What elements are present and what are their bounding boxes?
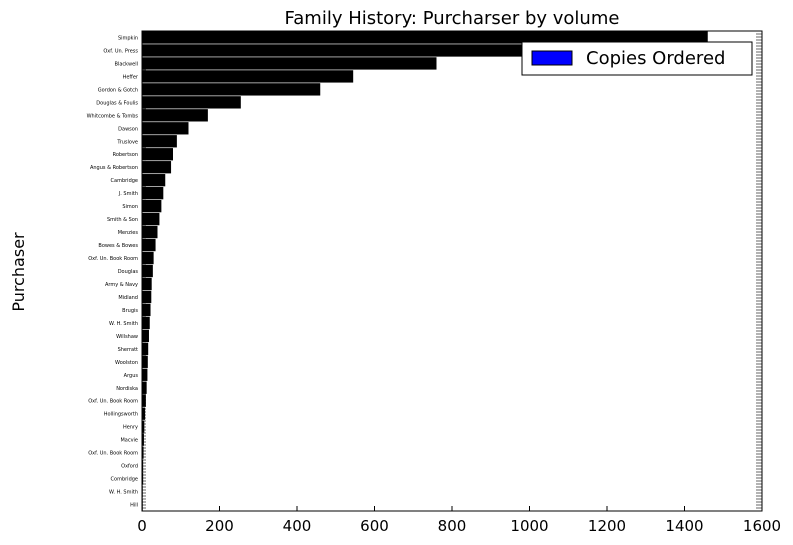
y-tick-label: Army & Navy <box>105 282 138 288</box>
y-tick-label: Henry <box>123 425 138 431</box>
bars-group <box>142 31 708 511</box>
y-axis-label: Purchaser <box>9 232 28 312</box>
chart-title: Family History: Purcharser by volume <box>285 8 620 29</box>
y-tick-label: W. H. Smith <box>109 490 138 496</box>
bar <box>142 316 150 330</box>
bar <box>142 212 160 226</box>
bar <box>142 70 354 83</box>
y-tick-label: Douglas & Foulis <box>96 100 138 106</box>
x-ticks: 0 200 400 600 800 1000 1200 1400 1600 <box>137 31 781 535</box>
legend-label: Copies Ordered <box>586 48 725 69</box>
bar <box>142 368 148 381</box>
legend: Copies Ordered <box>521 41 753 76</box>
y-tick-label: Robertson <box>113 152 138 158</box>
bar <box>142 290 152 304</box>
y-tick-label: Woolston <box>115 360 138 366</box>
y-tick-label: Oxford <box>121 464 138 470</box>
y-tick-label: Sherratt <box>118 347 138 353</box>
y-tick-label: Dawson <box>118 126 138 132</box>
bar <box>142 238 156 252</box>
y-tick-label: J. Smith <box>118 191 138 197</box>
bar <box>142 420 145 433</box>
bar <box>142 251 154 265</box>
bar <box>142 329 149 343</box>
bar <box>142 264 153 278</box>
bar <box>142 459 144 472</box>
y-tick-label: W. H. Smith <box>109 321 138 327</box>
y-tick-label: Oxf. Un. Press <box>103 48 138 54</box>
y-tick-label: Simpkin <box>118 35 138 41</box>
x-tick-label: 0 <box>137 517 147 535</box>
y-tick-label: Menzies <box>118 230 139 236</box>
x-tick-label: 1600 <box>743 517 781 535</box>
x-tick-label: 400 <box>283 517 312 535</box>
bar <box>142 135 177 148</box>
bar <box>142 122 189 135</box>
y-tick-label: Gordon & Gotch <box>98 87 138 93</box>
bar <box>142 44 522 57</box>
y-tick-label: Nordiska <box>116 386 138 392</box>
y-tick-label: Oxf. Un. Book Room <box>88 399 138 405</box>
y-tick-label: Brugis <box>122 308 138 314</box>
y-tick-label: Hollingsworth <box>104 412 138 418</box>
bar <box>142 96 241 109</box>
y-tick-label: Oxf. Un. Book Room <box>88 451 138 457</box>
plot-frame <box>141 30 763 512</box>
bar <box>142 303 151 317</box>
y-tick-label: Whitcombe & Tombs <box>87 113 139 119</box>
bar <box>142 433 144 446</box>
bar <box>142 161 172 174</box>
y-tick-label: Midland <box>118 295 138 301</box>
bar <box>142 148 173 161</box>
bar <box>142 199 162 213</box>
y-tick-label: Truslove <box>116 139 138 145</box>
x-tick-label: 1000 <box>510 517 548 535</box>
bar <box>142 31 708 44</box>
y-tick-label: Blackwell <box>115 61 138 67</box>
bar <box>142 394 146 407</box>
bar <box>142 83 321 96</box>
y-tick-label: Douglas <box>118 269 139 275</box>
y-tick-label: Angus & Robertson <box>90 165 138 171</box>
y-tick-labels: Simpkin Oxf. Un. Press Blackwell Heffer Gord… <box>87 35 139 508</box>
y-tick-label: Smith & Son <box>107 217 138 223</box>
x-tick-label: 1400 <box>665 517 703 535</box>
y-tick-label: Argus <box>124 373 139 379</box>
y-tick-label: Cambridge <box>111 178 138 184</box>
bar <box>142 109 208 122</box>
bar <box>142 355 148 368</box>
bar <box>142 407 146 420</box>
x-tick-label: 600 <box>360 517 389 535</box>
x-tick-label: 800 <box>438 517 467 535</box>
y-tick-label: Oxf. Un. Book Room <box>88 256 138 262</box>
y-tick-label: Combridge <box>111 477 138 483</box>
y-tick-label: Heffer <box>123 74 139 80</box>
bar <box>142 277 152 291</box>
y-tick-label: Simon <box>122 204 138 210</box>
bar <box>142 446 144 459</box>
x-tick-label: 1200 <box>588 517 626 535</box>
y-ticks <box>142 30 762 512</box>
y-tick-label: Bowes & Bowes <box>98 243 138 249</box>
y-tick-label: Hill <box>130 503 138 509</box>
legend-swatch <box>531 50 573 66</box>
bar <box>142 187 164 200</box>
y-tick-label: Macvie <box>120 438 138 444</box>
bar <box>142 472 144 485</box>
bar <box>142 57 437 70</box>
x-tick-label: 200 <box>205 517 234 535</box>
y-tick-label: Willshaw <box>116 334 138 340</box>
bar <box>142 174 166 187</box>
